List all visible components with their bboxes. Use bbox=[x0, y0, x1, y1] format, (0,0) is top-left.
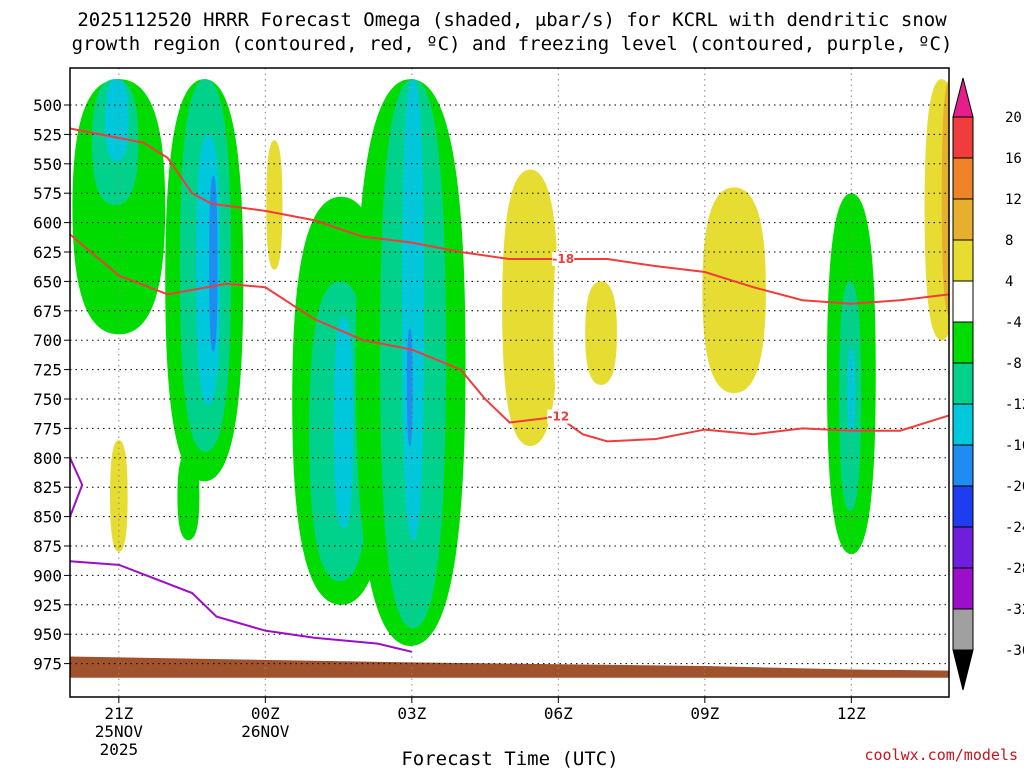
chart-title-line-2: growth region (contoured, red, ºC) and f… bbox=[72, 33, 953, 55]
y-tick-label-775: 775 bbox=[33, 419, 62, 438]
x-tick-label-00Z: 00Z bbox=[251, 704, 280, 723]
omega-cell-orange-cell-09z bbox=[702, 187, 766, 394]
colorbar-bin-5 bbox=[952, 444, 974, 487]
dgz-label-18: -18 bbox=[552, 252, 574, 266]
freezing-level-lower bbox=[70, 560, 413, 653]
colorbar-bin-1 bbox=[952, 608, 974, 651]
y-tick-label-750: 750 bbox=[33, 390, 62, 409]
colorbar-label--16: -16 bbox=[1005, 438, 1024, 454]
omega-cell-green-blob-2230z bbox=[177, 451, 200, 541]
omega-cell-cyan-band-2030z bbox=[105, 79, 129, 162]
colorbar-label--32: -32 bbox=[1005, 602, 1024, 618]
colorbar-label--28: -28 bbox=[1005, 561, 1024, 577]
omega-cell-cyan-band-12z bbox=[847, 346, 856, 435]
colorbar-bin-3 bbox=[952, 526, 974, 569]
y-tick-label-700: 700 bbox=[33, 331, 62, 350]
x-tick-date-21Z: 25NOV bbox=[95, 722, 144, 741]
omega-shading bbox=[72, 79, 949, 646]
y-tick-label-800: 800 bbox=[33, 449, 62, 468]
y-tick-label-825: 825 bbox=[33, 478, 62, 497]
colorbar-label--8: -8 bbox=[1005, 356, 1022, 372]
omega-cell-cyan-band-01z bbox=[333, 316, 354, 529]
colorbar-bin-6 bbox=[952, 403, 974, 446]
colorbar: -36 -32 -28 -24 -20 -16 -12 -8 -4 4 8 12 16 20 bbox=[952, 77, 1024, 691]
y-tick-label-675: 675 bbox=[33, 302, 62, 321]
y-tick-label-875: 875 bbox=[33, 537, 62, 556]
colorbar-bin-2 bbox=[952, 567, 974, 610]
terrain-fill bbox=[70, 656, 949, 678]
colorbar-bin-4 bbox=[952, 485, 974, 528]
omega-cell-cyan-band-03z bbox=[402, 79, 425, 541]
y-tick-label-900: 900 bbox=[33, 566, 62, 585]
freezing-level-upper bbox=[70, 457, 84, 517]
colorbar-label--36: -36 bbox=[1005, 643, 1024, 659]
plot-frame bbox=[69, 67, 950, 698]
y-tick-label-925: 925 bbox=[33, 596, 62, 615]
colorbar-bin-7 bbox=[952, 362, 974, 405]
terrain-layer bbox=[70, 656, 949, 678]
x-tick-label-06Z: 06Z bbox=[544, 704, 573, 723]
omega-cell-red-band-east bbox=[941, 79, 949, 316]
credit-text: coolwx.com/models bbox=[864, 746, 1018, 764]
omega-cell-orange-band-00z bbox=[266, 140, 283, 270]
dgz-label-bg-18 bbox=[552, 252, 575, 267]
x-tick-date-00Z: 26NOV bbox=[241, 722, 290, 741]
y-tick-label-650: 650 bbox=[33, 272, 62, 291]
colorbar-bin-9 bbox=[952, 280, 974, 323]
x-tick-label-12Z: 12Z bbox=[837, 704, 866, 723]
y-tick-label-550: 550 bbox=[33, 155, 62, 174]
colorbar-label-20: 20 bbox=[1005, 110, 1022, 126]
omega-cell-orange-cell-06z bbox=[502, 169, 559, 447]
y-tick-label-600: 600 bbox=[33, 214, 62, 233]
colorbar-label--4: -4 bbox=[1005, 315, 1022, 331]
colorbar-bin-8 bbox=[952, 321, 974, 364]
dgz-label-12: -12 bbox=[547, 410, 569, 424]
colorbar-arrow-low bbox=[952, 649, 974, 691]
chart-title-line-1: 2025112520 HRRR Forecast Omega (shaded, … bbox=[77, 9, 947, 31]
omega-cell-blue-band-03z bbox=[406, 328, 413, 447]
colorbar-label-16: 16 bbox=[1005, 151, 1022, 167]
omega-cell-blue-band-2230z bbox=[209, 175, 218, 352]
x-tick-label-03Z: 03Z bbox=[397, 704, 426, 723]
colorbar-arrow-high bbox=[952, 77, 974, 118]
y-axis: 500 525 550 575 600 625 650 675 700 725 750 775 800 8… bbox=[33, 96, 70, 674]
y-tick-label-625: 625 bbox=[33, 243, 62, 262]
y-tick-label-950: 950 bbox=[33, 625, 62, 644]
x-tick-year-21Z: 2025 bbox=[100, 740, 139, 759]
colorbar-label-12: 12 bbox=[1005, 192, 1022, 208]
dgz-contour-12 bbox=[70, 233, 949, 443]
colorbar-label-8: 8 bbox=[1005, 233, 1013, 249]
colorbar-label--12: -12 bbox=[1005, 397, 1024, 413]
colorbar-bin-13 bbox=[952, 116, 974, 159]
y-tick-label-575: 575 bbox=[33, 184, 62, 203]
omega-cell-orange-cell-21z bbox=[110, 440, 128, 552]
y-tick-label-975: 975 bbox=[33, 655, 62, 674]
colorbar-bin-10 bbox=[952, 239, 974, 282]
dgz-label-bg-12 bbox=[547, 409, 570, 424]
colorbar-label--24: -24 bbox=[1005, 520, 1024, 536]
colorbar-bin-12 bbox=[952, 157, 974, 200]
y-tick-label-725: 725 bbox=[33, 361, 62, 380]
y-tick-label-500: 500 bbox=[33, 96, 62, 115]
x-axis-label: Forecast Time (UTC) bbox=[401, 748, 618, 768]
omega-cell-orange-cell-07z bbox=[585, 281, 617, 385]
colorbar-label-4: 4 bbox=[1005, 274, 1013, 290]
colorbar-label--20: -20 bbox=[1005, 479, 1024, 495]
x-tick-label-21Z: 21Z bbox=[104, 704, 133, 723]
contour-lines: -18 -12 bbox=[70, 127, 949, 653]
colorbar-bin-11 bbox=[952, 198, 974, 241]
y-tick-label-525: 525 bbox=[33, 125, 62, 144]
x-tick-label-09Z: 09Z bbox=[690, 704, 719, 723]
dgz-contour-18 bbox=[70, 127, 949, 305]
y-tick-label-850: 850 bbox=[33, 508, 62, 527]
